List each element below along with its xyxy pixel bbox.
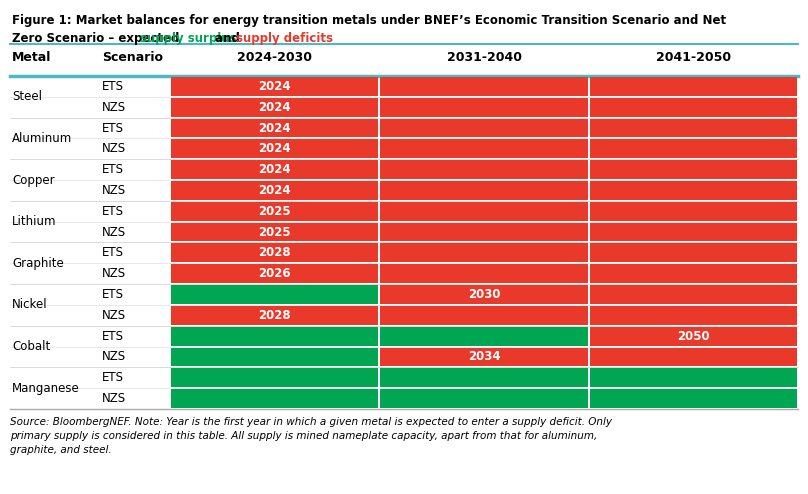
Text: 2024: 2024 [259,142,291,155]
Text: ETS: ETS [102,80,124,93]
Bar [590,119,797,137]
Text: and: and [211,32,244,45]
Bar [590,98,797,117]
Text: 2050: 2050 [677,329,709,343]
Text: 2024: 2024 [259,184,291,197]
Bar [171,306,378,325]
Text: 2028: 2028 [259,247,291,259]
Text: Lithium: Lithium [12,215,57,228]
Bar [171,77,378,96]
Text: 2024: 2024 [259,80,291,93]
Text: supply surplus: supply surplus [140,32,236,45]
Text: primary supply is considered in this table. All supply is mined nameplate capaci: primary supply is considered in this tab… [10,431,597,441]
Text: Copper: Copper [12,173,55,187]
Text: NZS: NZS [102,184,126,197]
Text: ETS: ETS [102,329,124,343]
Text: 2026: 2026 [259,267,291,280]
Bar [171,202,378,221]
Bar [381,139,587,158]
Bar [171,244,378,262]
Text: Source: BloombergNEF. Note: Year is the first year in which a given metal is exp: Source: BloombergNEF. Note: Year is the … [10,417,612,427]
Bar [171,285,378,304]
Text: Figure 1: Market balances for energy transition metals under BNEF’s Economic Tra: Figure 1: Market balances for energy tra… [12,14,726,27]
Text: supply deficits: supply deficits [237,32,334,45]
Text: 2030: 2030 [468,288,500,301]
Bar [590,327,797,346]
Bar [590,202,797,221]
Text: ETS: ETS [102,288,124,301]
Bar [590,389,797,408]
Text: Cobalt: Cobalt [12,340,50,353]
Text: graphite, and steel.: graphite, and steel. [10,445,112,455]
Bar [171,369,378,387]
Text: NZS: NZS [102,267,126,280]
Bar [171,264,378,283]
Text: 2024: 2024 [259,163,291,176]
Bar [381,389,587,408]
Bar [590,264,797,283]
Text: Scenario: Scenario [102,51,163,65]
Text: Steel: Steel [12,90,42,103]
Bar [171,98,378,117]
Bar [381,306,587,325]
Bar [381,244,587,262]
Bar [171,223,378,242]
Text: NZS: NZS [102,142,126,155]
Bar [590,181,797,200]
Bar [171,348,378,367]
Bar [381,181,587,200]
Text: 2025: 2025 [259,226,291,239]
Text: ETS: ETS [102,163,124,176]
Bar [590,244,797,262]
Bar [590,348,797,367]
Bar [381,223,587,242]
Text: 2028: 2028 [259,309,291,322]
Bar [590,139,797,158]
Text: 2041-2050: 2041-2050 [656,51,731,65]
Bar [381,285,587,304]
Bar [381,119,587,137]
Bar [381,98,587,117]
Text: Nickel: Nickel [12,298,48,311]
Text: ETS: ETS [102,205,124,218]
Text: Manganese: Manganese [12,382,80,395]
Bar [381,77,587,96]
Text: ETS: ETS [102,371,124,384]
Bar [381,264,587,283]
Bar [381,160,587,179]
Bar [381,348,587,367]
Bar [590,223,797,242]
Text: 2024: 2024 [259,101,291,114]
Text: NZS: NZS [102,226,126,239]
Text: NZS: NZS [102,309,126,322]
Text: Metal: Metal [12,51,52,65]
Text: 2024: 2024 [259,122,291,134]
Text: Aluminum: Aluminum [12,132,72,145]
Bar [590,369,797,387]
Bar [171,119,378,137]
Bar [171,181,378,200]
Text: 2031-2040: 2031-2040 [447,51,521,65]
Bar [381,369,587,387]
Text: 2034: 2034 [468,350,500,364]
Bar [590,285,797,304]
Text: 2024-2030: 2024-2030 [238,51,312,65]
Bar [590,160,797,179]
Bar [590,306,797,325]
Text: NZS: NZS [102,392,126,405]
Bar [171,160,378,179]
Bar [381,327,587,346]
Text: ETS: ETS [102,122,124,134]
Text: 2025: 2025 [259,205,291,218]
Bar [171,139,378,158]
Text: NZS: NZS [102,350,126,364]
Bar [590,77,797,96]
Bar [171,389,378,408]
Bar [381,202,587,221]
Text: Graphite: Graphite [12,257,64,270]
Bar [171,327,378,346]
Text: NZS: NZS [102,101,126,114]
Text: Zero Scenario – expected: Zero Scenario – expected [12,32,183,45]
Text: ETS: ETS [102,247,124,259]
